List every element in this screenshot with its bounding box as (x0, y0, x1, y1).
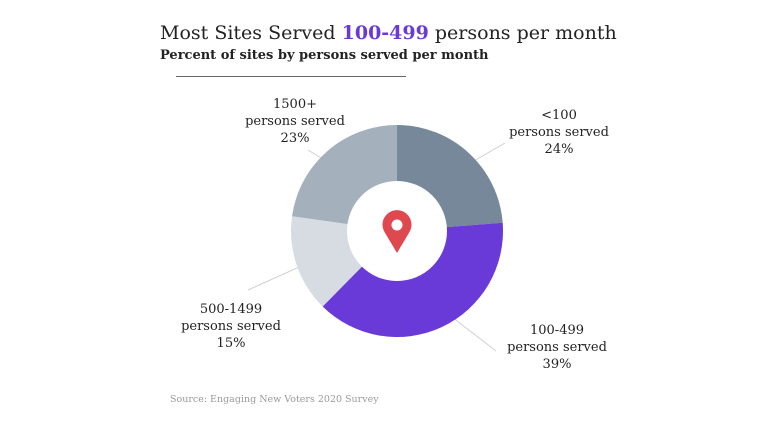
slice-label-under-100: <100 persons served 24% (504, 107, 614, 158)
slice-unit: persons served (509, 125, 609, 140)
slice-value: 39% (542, 357, 572, 372)
slice-value: 23% (280, 131, 310, 146)
map-pin-icon (382, 210, 412, 253)
source-note: Source: Engaging New Voters 2020 Survey (170, 394, 379, 405)
slice-unit: persons served (245, 114, 345, 129)
slice-value: 15% (216, 336, 246, 351)
slice-100-499 (322, 222, 504, 338)
slice-label-1500-plus: 1500+ persons served 23% (240, 96, 350, 147)
slice-category: 1500+ (273, 97, 317, 112)
chart-subtitle: Percent of sites by persons served per m… (160, 48, 489, 63)
slice-category: 500-1499 (199, 302, 263, 317)
slice-value: 24% (544, 142, 574, 157)
slice-unit: persons served (181, 319, 281, 334)
slice-unit: persons served (507, 340, 607, 355)
slice-category: <100 (541, 108, 577, 123)
title-highlight: 100-499 (341, 22, 429, 44)
slice-label-100-499: 100-499 persons served 39% (502, 322, 612, 373)
title-prefix: Most Sites Served (160, 22, 336, 44)
title-divider (176, 76, 406, 77)
slice-category: 100-499 (529, 323, 585, 338)
chart-title: Most Sites Served 100-499 persons per mo… (160, 22, 617, 44)
slice-label-500-1499: 500-1499 persons served 15% (176, 301, 286, 352)
title-suffix: persons per month (434, 22, 617, 44)
